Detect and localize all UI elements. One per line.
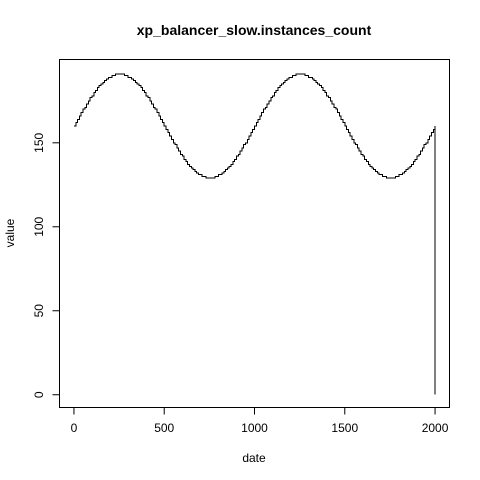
series-group (73, 73, 436, 395)
x-tick-label: 1500 (331, 421, 358, 435)
x-tick-label: 0 (71, 421, 78, 435)
y-axis: 0 50 100 150 (32, 132, 60, 398)
plot-area (59, 59, 450, 408)
y-tick-label: 0 (32, 391, 46, 398)
x-tick-label: 2000 (422, 421, 449, 435)
x-axis-label: date (242, 451, 266, 465)
y-tick-label: 150 (32, 132, 46, 152)
x-tick-label: 1000 (241, 421, 268, 435)
chart-title: xp_balancer_slow.instances_count (137, 22, 372, 38)
y-tick-label: 100 (32, 216, 46, 236)
x-axis: 0 500 1000 1500 2000 (71, 407, 449, 435)
x-tick-label: 500 (154, 421, 174, 435)
y-tick-label: 50 (32, 304, 46, 318)
y-axis-label: value (3, 218, 17, 247)
series-line (73, 73, 436, 395)
